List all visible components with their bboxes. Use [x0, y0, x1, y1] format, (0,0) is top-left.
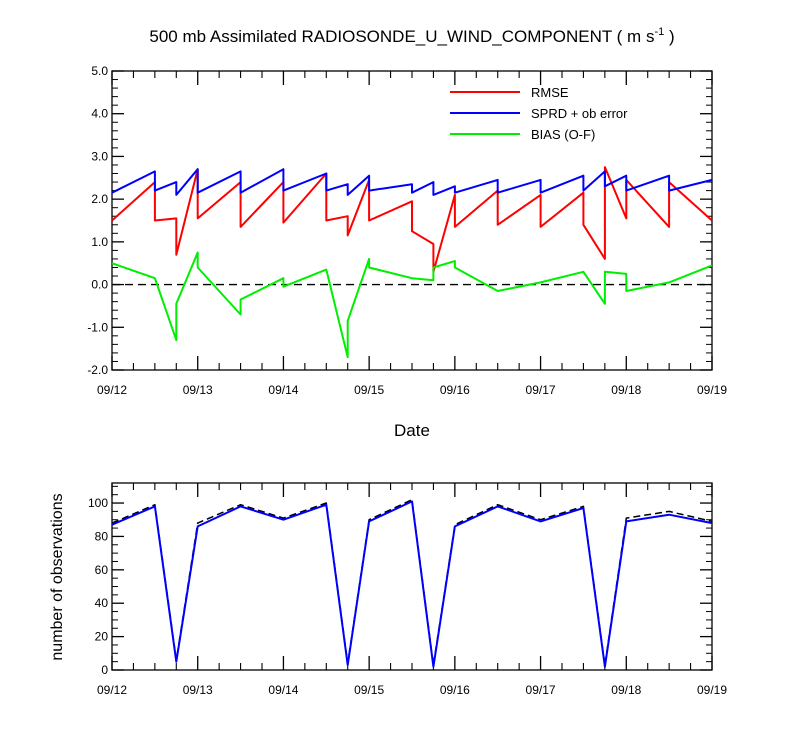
series-line-0	[111, 498, 713, 666]
y-tick-label: -2.0	[87, 363, 108, 377]
legend-label-0: RMSE	[531, 85, 569, 100]
top-plot: 09/12 09/13 09/14 09/15 09/16 09/17 09/18 09/19…	[87, 64, 727, 397]
legend-label-1: SPRD + ob error	[531, 106, 628, 121]
x-tick-label: 09/16	[440, 683, 470, 697]
series-line-1	[111, 500, 713, 668]
y-tick-label: 5.0	[91, 64, 108, 78]
y-tick-label: 60	[95, 563, 109, 577]
y-tick-label: 20	[95, 630, 109, 644]
x-tick-label: 09/19	[697, 383, 727, 397]
y-tick-label: 100	[88, 496, 108, 510]
y-tick-label: 2.0	[91, 192, 108, 206]
y-tick-label: 1.0	[91, 235, 108, 249]
series-line-2	[111, 251, 713, 359]
x-tick-label: 09/13	[183, 683, 213, 697]
y-tick-label: 3.0	[91, 149, 108, 163]
x-axis-label: Date	[394, 421, 430, 440]
y-axis-label-observations: number of observations	[49, 493, 66, 660]
bottom-plot: 09/12 09/13 09/14 09/15 09/16 09/17 09/18 09/19…	[88, 482, 727, 697]
x-tick-label: 09/18	[611, 383, 641, 397]
x-tick-label: 09/16	[440, 383, 470, 397]
series-line-1	[111, 168, 713, 196]
x-tick-label: 09/15	[354, 683, 384, 697]
x-tick-label: 09/14	[268, 683, 298, 697]
x-tick-label: 09/15	[354, 383, 384, 397]
y-tick-label: 0	[101, 663, 108, 677]
x-tick-label: 09/17	[526, 383, 556, 397]
x-tick-label: 09/18	[611, 683, 641, 697]
x-tick-label: 09/19	[697, 683, 727, 697]
x-tick-label: 09/12	[97, 383, 127, 397]
y-tick-label: 4.0	[91, 107, 108, 121]
plot-frame	[111, 482, 713, 671]
y-tick-label: -1.0	[87, 320, 108, 334]
x-tick-label: 09/14	[268, 383, 298, 397]
chart-title: 500 mb Assimilated RADIOSONDE_U_WIND_COM…	[149, 26, 674, 46]
y-tick-label: 0.0	[91, 278, 108, 292]
legend-label-2: BIAS (O-F)	[531, 127, 595, 142]
y-tick-label: 80	[95, 529, 109, 543]
x-tick-label: 09/13	[183, 383, 213, 397]
x-tick-label: 09/17	[526, 683, 556, 697]
y-tick-label: 40	[95, 596, 109, 610]
series-line-0	[111, 166, 713, 273]
x-tick-label: 09/12	[97, 683, 127, 697]
